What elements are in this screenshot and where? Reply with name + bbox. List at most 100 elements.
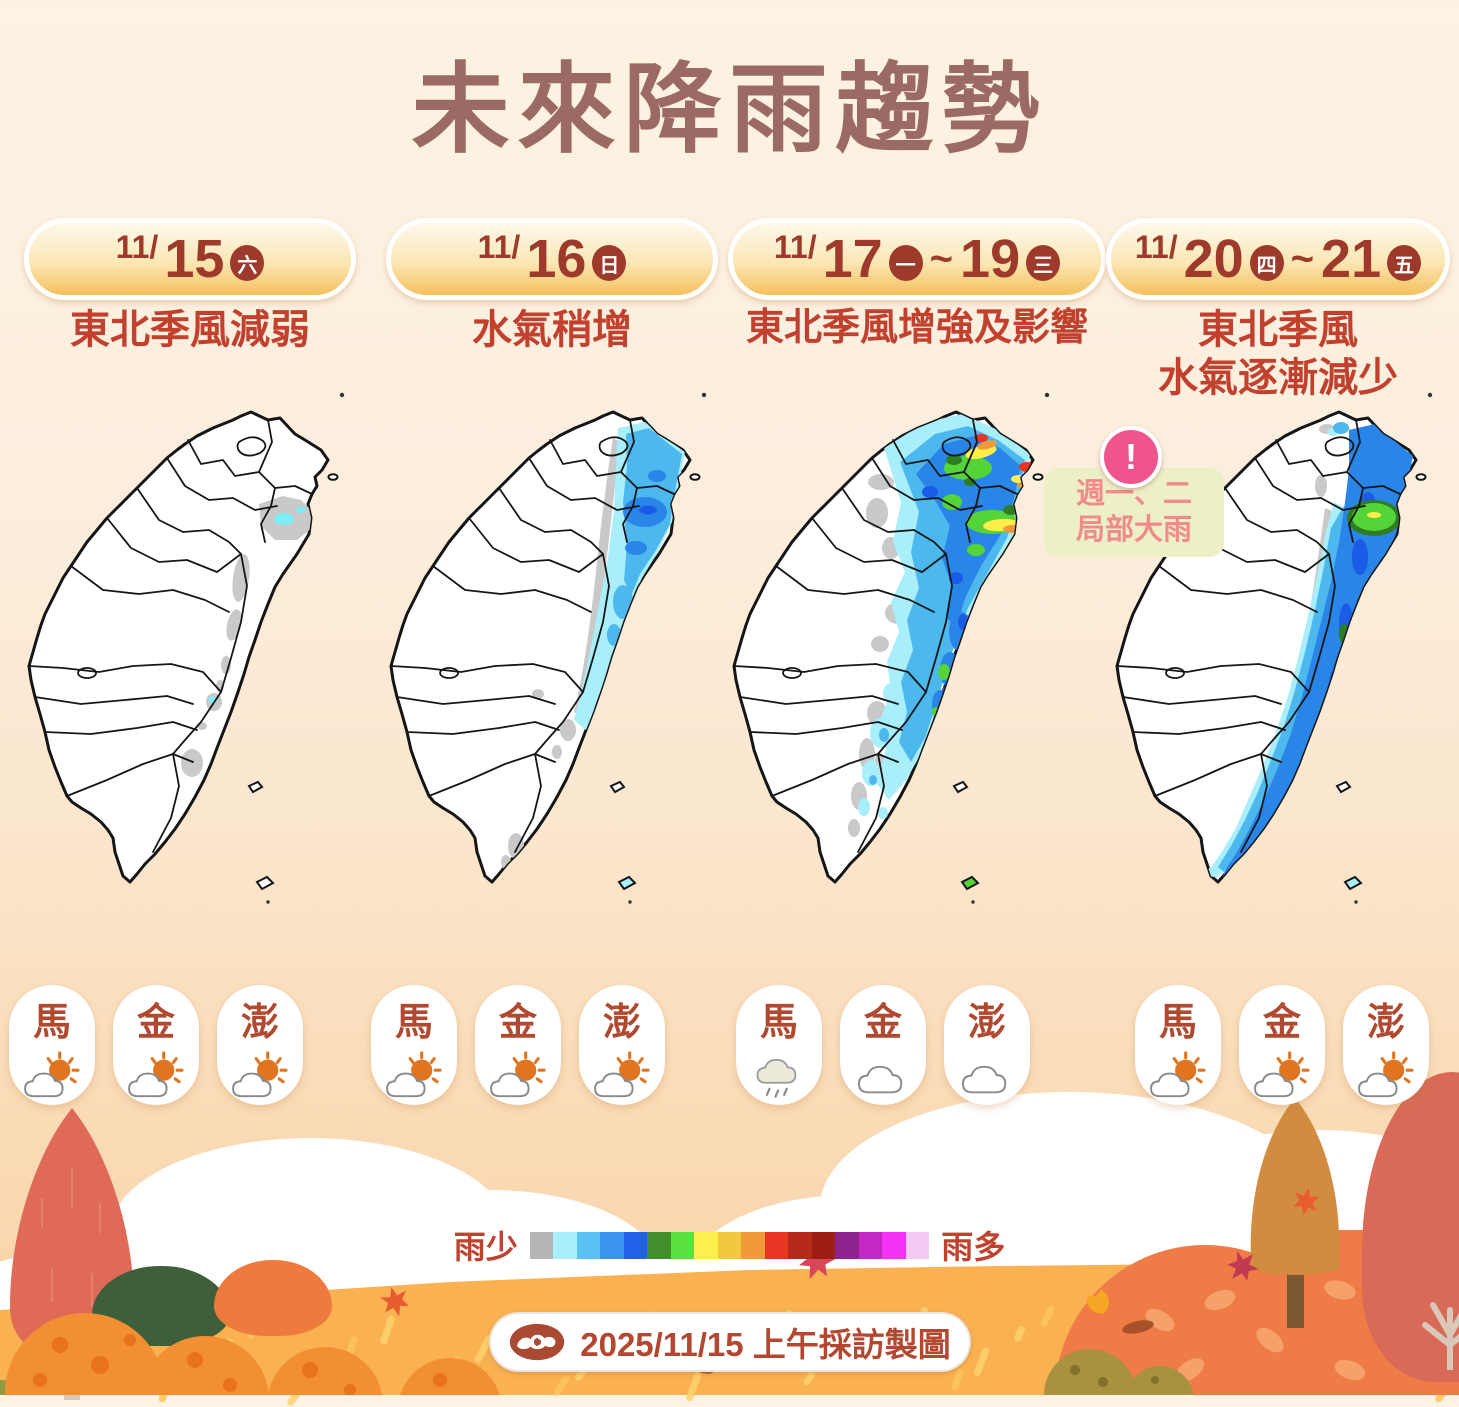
scale-swatch: [741, 1231, 765, 1259]
date-text: 17: [822, 229, 883, 289]
maple-leaf-icon: [380, 1286, 409, 1317]
rain-intensity-scale: 雨少 雨多: [0, 1222, 1459, 1268]
fallen-leaf-icon: [1122, 1320, 1154, 1334]
island-weather-card: 澎: [579, 985, 665, 1105]
ginkgo-leaf-icon: [1087, 1289, 1109, 1314]
subtitle-line: 水氣逐漸減少: [1158, 356, 1398, 400]
island-name: 金: [1262, 1001, 1301, 1044]
island-weather-card: 澎: [217, 985, 303, 1105]
partly-cloudy-icon: [1150, 1050, 1206, 1097]
scale-swatch: [717, 1231, 742, 1259]
partly-cloudy-icon: [232, 1050, 288, 1097]
partly-cloudy-icon: [1254, 1050, 1310, 1097]
date-pill: 11/17 一 ~19 三: [728, 218, 1106, 300]
island-name: 馬: [759, 1001, 798, 1044]
date-text: ~: [1290, 236, 1315, 281]
footer-credit: 2025/11/15 上午採訪製圖: [488, 1312, 971, 1372]
outlying-islands-row: 馬 金 澎: [694, 985, 1072, 1105]
date-text: 16: [526, 229, 587, 289]
scale-swatch: [835, 1231, 859, 1259]
taiwan-rainfall-map: [27, 391, 346, 905]
outlying-islands-row: 馬 金 澎: [0, 985, 322, 1105]
taiwan-rainfall-map: [389, 391, 708, 905]
island-name: 金: [863, 1001, 902, 1044]
alert-line: 局部大雨: [1075, 514, 1192, 547]
dotted-mounds-left: [5, 1313, 500, 1395]
island-weather-card: 馬: [1135, 985, 1221, 1105]
subtitle-line: 東北季風增強及影響: [745, 307, 1088, 349]
forecast-panel-2: 11/16 日 水氣稍增 馬: [371, 210, 718, 1160]
date-text: 21: [1321, 229, 1382, 289]
scale-less-label: 雨少: [453, 1229, 518, 1265]
scale-swatch: [811, 1231, 836, 1259]
subtitle-line: 東北季風減弱: [70, 308, 310, 352]
weekday-badge: 一: [888, 245, 923, 281]
date-text: 15: [164, 229, 225, 289]
partly-cloudy-icon: [386, 1050, 442, 1097]
island-weather-card: 澎: [1343, 985, 1429, 1105]
maple-leaf-icon: [1293, 1187, 1320, 1216]
footer-date-text: 2025/11/15 上午採訪製圖: [580, 1326, 951, 1363]
date-text: ~: [929, 236, 954, 281]
olive-mounds: [1044, 1349, 1194, 1395]
partly-cloudy-icon: [594, 1050, 650, 1097]
island-weather-card: 馬: [9, 985, 95, 1105]
forecast-panel-4: 11/20 四 ~21 五 東北季風 水氣逐漸減少 馬: [1106, 210, 1450, 1160]
date-text: 11/: [1134, 228, 1178, 265]
island-name: 澎: [967, 1001, 1006, 1044]
island-name: 澎: [1366, 1001, 1405, 1044]
scale-swatch: [670, 1231, 695, 1259]
partly-cloudy-icon: [490, 1050, 546, 1097]
island-name: 澎: [602, 1001, 641, 1044]
forecast-panel-1: 11/15 六 東北季風減弱 馬 金: [9, 210, 356, 1160]
island-weather-card: 馬: [371, 985, 457, 1105]
forecast-panel-3: 11/17 一 ~19 三 東北季風增強及影響: [728, 210, 1106, 1160]
scale-swatch: [529, 1231, 554, 1259]
cwa-logo-icon: [510, 1323, 565, 1361]
outlying-islands-row: 馬 金 澎: [352, 985, 684, 1105]
date-text: 11/: [477, 228, 521, 265]
weekday-badge: 六: [230, 245, 265, 281]
island-weather-card: 金: [840, 985, 926, 1105]
scale-swatch: [600, 1231, 624, 1259]
weekday-badge: 四: [1249, 245, 1284, 281]
island-name: 馬: [394, 1001, 433, 1044]
scale-swatch: [788, 1231, 812, 1259]
maple-leaf-icon: [1227, 1250, 1259, 1282]
island-weather-card: 馬: [736, 985, 822, 1105]
panel-subtitle: 水氣稍增: [376, 306, 728, 354]
scale-more-label: 雨多: [941, 1229, 1006, 1265]
weekday-badge: 三: [1026, 245, 1061, 281]
date-pill: 11/15 六: [24, 218, 356, 300]
island-name: 馬: [1158, 1001, 1197, 1044]
island-weather-card: 金: [1239, 985, 1325, 1105]
panel-subtitle: 東北季風 水氣逐漸減少: [1096, 306, 1459, 402]
date-text: 11/: [115, 228, 159, 265]
scale-colorbar: [529, 1231, 930, 1259]
rainfall-overlay: [1207, 422, 1413, 880]
scale-swatch: [764, 1231, 789, 1259]
weekday-badge: 五: [1387, 245, 1422, 281]
cloudy-icon: [961, 1065, 1007, 1093]
partly-cloudy-icon: [128, 1050, 184, 1097]
island-weather-card: 金: [475, 985, 561, 1105]
scale-swatch: [576, 1231, 601, 1259]
page-title: 未來降雨趨勢: [411, 54, 1048, 164]
alert-exclamation-icon: !: [1100, 426, 1162, 488]
partly-cloudy-icon: [1358, 1050, 1414, 1097]
scale-swatch: [858, 1231, 883, 1259]
scale-swatch: [882, 1231, 906, 1259]
island-weather-card: 澎: [944, 985, 1030, 1105]
scale-swatch: [694, 1231, 718, 1259]
date-text: 19: [960, 229, 1021, 289]
panel-subtitle: 東北季風增強及影響: [718, 306, 1116, 352]
scale-swatch: [905, 1231, 930, 1259]
rain-icon: [756, 1058, 797, 1098]
autumn-tree-orange-right: [1250, 1098, 1340, 1328]
cloudy-icon: [857, 1065, 903, 1093]
island-name: 馬: [32, 1001, 71, 1044]
island-name: 澎: [240, 1001, 279, 1044]
autumn-bush-orange: [214, 1260, 332, 1336]
partly-cloudy-icon: [24, 1050, 80, 1097]
